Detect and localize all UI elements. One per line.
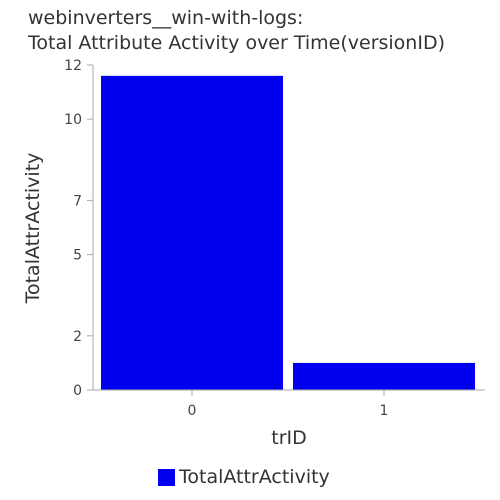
- y-tick-label: 5: [73, 248, 82, 264]
- legend: TotalAttrActivity: [158, 466, 330, 488]
- y-axis-ticks: 0 2 5 7 10 12: [64, 58, 93, 399]
- x-axis-label: trID: [271, 427, 307, 449]
- chart-title: webinverters__win-with-logs: Total Attri…: [28, 6, 493, 56]
- y-tick-label: 2: [73, 329, 82, 345]
- legend-label: TotalAttrActivity: [179, 466, 330, 488]
- chart-title-line-1: webinverters__win-with-logs:: [28, 7, 304, 29]
- plot-area: [101, 75, 475, 390]
- x-tick-label: 0: [188, 403, 197, 419]
- chart-title-line-2: Total Attribute Activity over Time(versi…: [28, 32, 445, 54]
- bar-0: [101, 75, 283, 390]
- bar-1: [293, 362, 475, 390]
- y-tick-label: 7: [73, 193, 82, 209]
- y-axis-label: TotalAttrActivity: [22, 153, 44, 305]
- legend-swatch: [158, 468, 175, 486]
- y-tick-label: 12: [64, 58, 82, 74]
- x-tick-label: 1: [380, 403, 389, 419]
- y-tick-label: 10: [64, 112, 82, 128]
- y-tick-label: 0: [73, 383, 82, 399]
